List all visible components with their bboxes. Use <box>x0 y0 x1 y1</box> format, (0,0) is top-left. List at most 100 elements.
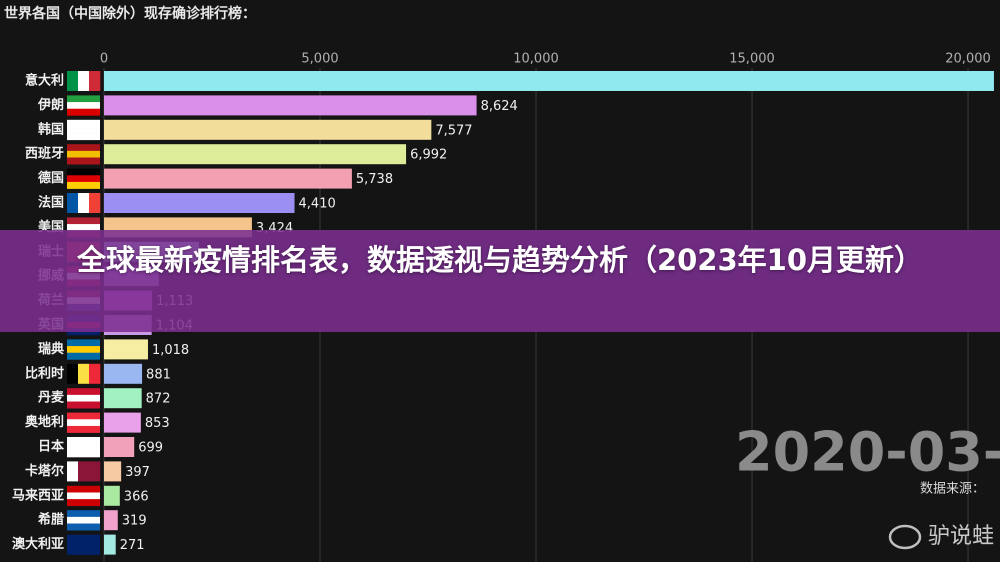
flag <box>67 412 100 420</box>
bar <box>104 71 994 91</box>
value-label: 271 <box>120 538 145 553</box>
bar <box>104 119 432 140</box>
bar <box>104 95 477 116</box>
flag <box>78 71 90 91</box>
bar <box>104 412 141 433</box>
flag <box>67 450 100 458</box>
flag <box>67 510 100 518</box>
flag <box>67 71 79 91</box>
y-tick-label: 卡塔尔 <box>25 463 64 479</box>
value-label: 853 <box>145 416 170 431</box>
bar <box>104 363 143 384</box>
x-tick-label: 15,000 <box>729 52 775 67</box>
flag <box>89 363 101 384</box>
grid: 0 5,000 10,000 15,000 20,000 <box>100 52 991 562</box>
y-tick-label: 法国 <box>38 195 64 211</box>
flag <box>89 461 101 482</box>
flag <box>67 181 100 189</box>
y-tick-label: 西班牙 <box>25 146 64 162</box>
value-label: 8,624 <box>481 99 518 114</box>
flag <box>89 193 101 213</box>
flag <box>67 499 100 507</box>
y-tick-label: 奥地利 <box>25 414 64 430</box>
value-label: 6,992 <box>410 148 447 163</box>
flag <box>67 133 100 141</box>
bar <box>104 485 120 506</box>
bar <box>104 168 352 189</box>
flag <box>67 119 100 127</box>
overlay-title: 全球最新疫情排名表，数据透视与趋势分析（2023年10月更新） <box>76 243 924 277</box>
value-label: 397 <box>125 465 150 480</box>
flag <box>67 339 100 347</box>
flag <box>67 168 100 176</box>
flag <box>67 394 100 402</box>
value-label: 7,577 <box>435 123 472 138</box>
flag <box>67 516 100 524</box>
flag <box>78 461 90 482</box>
flag <box>67 150 100 158</box>
flag <box>67 175 100 183</box>
bar <box>104 461 122 482</box>
y-tick-label: 丹麦 <box>38 390 65 406</box>
bar <box>104 437 135 457</box>
flag <box>67 157 100 165</box>
flag <box>67 363 79 384</box>
bar <box>104 144 407 165</box>
flag <box>67 492 100 500</box>
bar <box>104 388 142 409</box>
flag <box>67 541 100 549</box>
flag <box>67 425 100 433</box>
flag <box>67 547 100 555</box>
watermark-text: 驴说蛙 <box>928 524 994 549</box>
flag <box>67 108 100 116</box>
flag <box>67 224 100 232</box>
flag <box>78 193 90 213</box>
value-label: 5,738 <box>356 172 393 187</box>
flag <box>67 523 100 531</box>
value-label: 4,410 <box>299 197 336 212</box>
x-tick-label: 0 <box>100 52 108 67</box>
y-tick-label: 德国 <box>38 170 64 186</box>
y-tick-label: 瑞典 <box>38 341 64 357</box>
flag <box>67 102 100 110</box>
date-label: 2020-03-1 <box>735 421 1000 484</box>
flag <box>67 388 100 396</box>
flag <box>67 485 100 493</box>
bar <box>104 534 116 555</box>
x-tick-label: 5,000 <box>301 52 338 67</box>
y-tick-label: 澳大利亚 <box>12 536 64 552</box>
y-tick-label: 日本 <box>38 439 64 455</box>
value-label: 1,018 <box>152 343 189 358</box>
overlay-banner <box>0 230 1000 332</box>
value-label: 699 <box>138 441 163 456</box>
value-label: 872 <box>146 392 171 407</box>
flag <box>67 419 100 427</box>
flag <box>89 71 101 91</box>
chart-title: 世界各国（中国除外）现存确诊排行榜： <box>4 5 256 22</box>
y-tick-label: 比利时 <box>25 365 64 381</box>
flag <box>67 534 100 542</box>
watermark: 驴说蛙 <box>888 524 994 550</box>
flag <box>67 437 100 444</box>
y-tick-label: 伊朗 <box>37 97 64 113</box>
x-tick-label: 20,000 <box>945 52 991 67</box>
y-tick-label: 希腊 <box>38 512 64 528</box>
bar <box>104 193 295 213</box>
y-tick-label: 韩国 <box>38 121 64 137</box>
flag <box>67 193 79 213</box>
flag <box>67 401 100 409</box>
value-label: 319 <box>122 514 147 529</box>
flag <box>67 95 100 103</box>
watermark-logo <box>888 524 922 550</box>
x-tick-label: 10,000 <box>513 52 559 67</box>
bar <box>104 510 118 531</box>
bar <box>104 339 148 360</box>
value-label: 366 <box>124 489 149 504</box>
y-tick-label: 马来西亚 <box>12 487 64 503</box>
flag <box>67 217 100 225</box>
flag <box>78 363 90 384</box>
flag <box>67 346 100 354</box>
flag <box>67 352 100 360</box>
flag <box>67 443 100 451</box>
